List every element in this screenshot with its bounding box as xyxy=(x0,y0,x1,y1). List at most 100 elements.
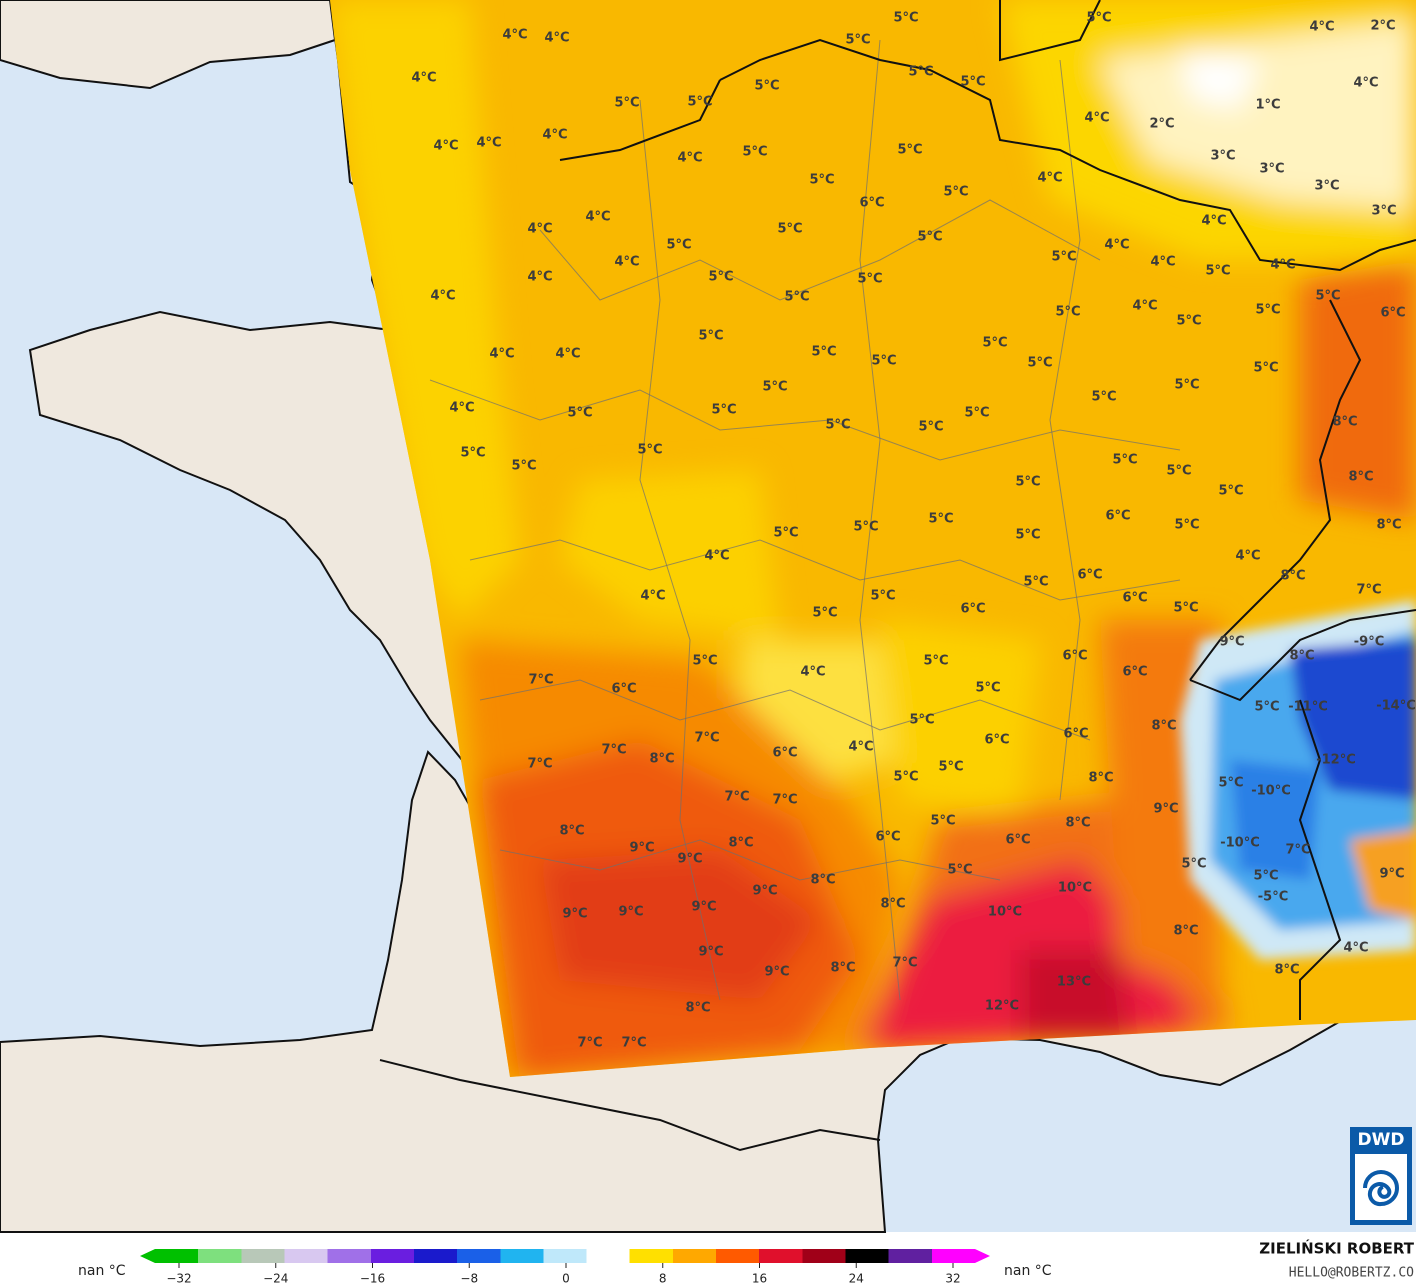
temperature-label: 8°C xyxy=(1348,470,1373,485)
temperature-label: 6°C xyxy=(1077,568,1102,583)
temperature-label: 5°C xyxy=(893,770,918,785)
temperature-label: 5°C xyxy=(871,354,896,369)
temperature-label: 6°C xyxy=(984,733,1009,748)
temperature-label: 4°C xyxy=(502,28,527,43)
temperature-label: 7°C xyxy=(527,757,552,772)
temperature-label: 7°C xyxy=(1356,583,1381,598)
temperature-label: 5°C xyxy=(1181,857,1206,872)
dwd-logo: DWD xyxy=(1350,1127,1412,1225)
temperature-label: 4°C xyxy=(1104,238,1129,253)
temperature-label: 5°C xyxy=(1315,289,1340,304)
logo-text: DWD xyxy=(1358,1130,1405,1150)
temperature-label: 5°C xyxy=(909,713,934,728)
temperature-label: 5°C xyxy=(567,406,592,421)
colorbar-left-end xyxy=(140,1249,155,1263)
temperature-label: -10°C xyxy=(1220,836,1260,851)
temperature-label: 4°C xyxy=(489,347,514,362)
temperature-label: 4°C xyxy=(1309,20,1334,35)
temperature-label: 6°C xyxy=(1063,727,1088,742)
temperature-label: 5°C xyxy=(1086,11,1111,26)
temperature-label: 10°C xyxy=(1058,881,1092,896)
temperature-label: 4°C xyxy=(677,151,702,166)
colorbar-right-end xyxy=(975,1249,990,1263)
temperature-label: 5°C xyxy=(923,654,948,669)
temperature-label: 5°C xyxy=(773,526,798,541)
temperature-label: 6°C xyxy=(1062,649,1087,664)
temperature-label: 8°C xyxy=(1088,771,1113,786)
temperature-label: 12°C xyxy=(985,999,1019,1014)
temperature-label: 7°C xyxy=(1285,843,1310,858)
temperature-label: 5°C xyxy=(1174,518,1199,533)
temperature-label: 5°C xyxy=(857,272,882,287)
temperature-label: 9°C xyxy=(691,900,716,915)
colorbar-tick-label: 32 xyxy=(945,1272,960,1286)
colorbar-tick-label: −8 xyxy=(460,1272,478,1286)
temperature-label: 3°C xyxy=(1371,204,1396,219)
temperature-label: 9°C xyxy=(629,841,654,856)
temperature-label: 5°C xyxy=(687,95,712,110)
colorbar-tick-label: 16 xyxy=(752,1272,767,1286)
temperature-label: 6°C xyxy=(1122,665,1147,680)
temperature-label: 5°C xyxy=(1051,250,1076,265)
temperature-label: 5°C xyxy=(754,79,779,94)
temperature-label: 4°C xyxy=(555,347,580,362)
colorbar-right-label: nan °C xyxy=(1004,1263,1052,1279)
temperature-label: 5°C xyxy=(918,420,943,435)
temperature-label: 4°C xyxy=(1235,549,1260,564)
temperature-label: 4°C xyxy=(1132,299,1157,314)
colorbar-tick-label: −24 xyxy=(263,1272,288,1286)
logo-swirl xyxy=(1363,1170,1399,1207)
country-borders xyxy=(379,0,1416,1152)
temperature-label: 5°C xyxy=(917,230,942,245)
temperature-label: 4°C xyxy=(1270,258,1295,273)
temperature-label: 6°C xyxy=(1105,509,1130,524)
temperature-label: 5°C xyxy=(1055,305,1080,320)
colorbar-tick-label: 8 xyxy=(659,1272,667,1286)
contact: HELLO@ROBERTZ.CO xyxy=(1289,1266,1414,1281)
temperature-label: 5°C xyxy=(666,238,691,253)
temperature-label: 4°C xyxy=(1353,76,1378,91)
temperature-label: 4°C xyxy=(542,128,567,143)
temperature-label: 4°C xyxy=(1343,941,1368,956)
temperature-label: 5°C xyxy=(784,290,809,305)
temperature-label: 5°C xyxy=(975,681,1000,696)
temperature-label: 5°C xyxy=(777,222,802,237)
temperature-label: 8°C xyxy=(1173,924,1198,939)
temperature-label: 5°C xyxy=(1253,361,1278,376)
temperature-label: 9°C xyxy=(1219,635,1244,650)
temperature-label: 7°C xyxy=(694,731,719,746)
temperature-label: 1°C xyxy=(1255,98,1280,113)
department-borders xyxy=(429,39,1181,1001)
temperature-label: 5°C xyxy=(930,814,955,829)
temperature-label: 8°C xyxy=(1332,415,1357,430)
temperature-label: 5°C xyxy=(511,459,536,474)
temperature-label: 8°C xyxy=(685,1001,710,1016)
temperature-label: 9°C xyxy=(698,945,723,960)
temperature-label: 2°C xyxy=(1149,117,1174,132)
colorbar-ramp xyxy=(155,1249,975,1263)
temperature-label: 8°C xyxy=(1376,518,1401,533)
map: 4°C 4°C 4°C 5°C 5°C 4°C 4°C 4°C 5°C 5°C 5°C 5°C 5°C 5… xyxy=(0,0,1416,1233)
temperature-label: 4°C xyxy=(800,665,825,680)
temperature-label: 6°C xyxy=(875,830,900,845)
temperature-label: 7°C xyxy=(601,743,626,758)
temperature-label: 8°C xyxy=(1065,816,1090,831)
temperature-label: 4°C xyxy=(640,589,665,604)
temperature-label: 4°C xyxy=(848,740,873,755)
temperature-label: 7°C xyxy=(724,790,749,805)
temperature-label: 8°C xyxy=(1289,649,1314,664)
temperature-label: 5°C xyxy=(809,173,834,188)
temperature-label: 5°C xyxy=(1218,776,1243,791)
temperature-label: 9°C xyxy=(677,852,702,867)
colorbar-tick-label: 24 xyxy=(849,1272,864,1286)
temperature-label: 9°C xyxy=(752,884,777,899)
temperature-label: 8°C xyxy=(649,752,674,767)
temperature-label: 5°C xyxy=(1027,356,1052,371)
temperature-label: 5°C xyxy=(1166,464,1191,479)
temperature-label: 5°C xyxy=(1015,475,1040,490)
temperature-label: 5°C xyxy=(870,589,895,604)
temperature-label: 5°C xyxy=(825,418,850,433)
temperature-label: 7°C xyxy=(772,793,797,808)
temperature-label: 5°C xyxy=(1173,601,1198,616)
